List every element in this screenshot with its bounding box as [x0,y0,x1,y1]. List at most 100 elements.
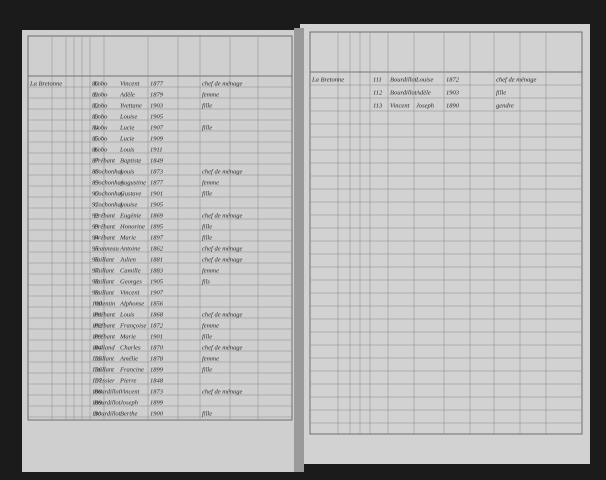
cell-surname: Lobo [93,80,108,87]
cell-surname: Bourdillot [390,89,417,96]
cell-year: 1903 [150,102,164,109]
cell-given: Vincent [120,289,140,296]
cell-surname: Lobo [93,113,108,120]
cell-surname: Prébant [93,322,115,329]
cell-no: 83 [92,113,99,120]
cell-no: 91 [92,201,99,208]
place-name: La Bretonne [311,76,344,83]
cell-given: Francine [119,366,144,373]
cell-given: Baptiste [120,157,141,164]
cell-surname: Bourdillot [94,399,121,406]
cell-no: 97 [92,267,99,274]
cell-year: 1907 [150,289,164,296]
cell-surname: Prébant [93,234,115,241]
cell-given: Antoine [119,245,140,252]
cell-role: fille [202,223,212,230]
cell-surname: Taillant [94,289,114,296]
cell-no: 113 [373,102,383,109]
cell-given: Augustine [119,179,146,186]
cell-no: 90 [92,190,99,197]
cell-surname: Tressier [94,377,115,384]
cell-role: fille [202,410,212,417]
cell-year: 1878 [150,355,164,362]
cell-role: chef de ménage [202,388,243,395]
cell-role: chef de ménage [202,311,243,318]
cell-role: fille [202,333,212,340]
cell-no: 82 [92,102,99,109]
cell-given: Adèle [415,89,431,96]
cell-year: 1849 [150,157,164,164]
cell-year: 1909 [150,135,164,142]
cell-surname: Prébant [93,223,115,230]
cell-no: 106 [92,366,103,373]
cell-no: 94 [92,234,99,241]
cell-role: fille [202,124,212,131]
cell-surname: Vincent [390,102,410,109]
cell-surname: Lobo [93,102,108,109]
cell-role: femme [202,91,219,98]
cell-given: Berthe [120,410,137,417]
cell-no: 81 [92,91,99,98]
cell-surname: Rolland [93,344,115,351]
cell-no: 112 [373,89,383,96]
cell-surname: Lobo [93,91,108,98]
cell-no: 104 [92,344,103,351]
cell-year: 1900 [150,410,164,417]
cell-given: Honorine [119,223,145,230]
cell-surname: Prébant [93,333,115,340]
cell-surname: Lobo [93,146,108,153]
cell-no: 103 [92,333,103,340]
cell-year: 1848 [150,377,164,384]
cell-year: 1856 [150,300,164,307]
cell-role: femme [202,322,219,329]
cell-role: chef de ménage [496,76,537,83]
cell-surname: Valentin [94,300,115,307]
cell-given: Louise [119,113,137,120]
cell-no: 107 [92,377,103,384]
cell-given: Louis [119,311,135,318]
cell-given: Françoise [119,322,146,329]
cell-given: Julien [120,256,136,263]
cell-given: Adèle [119,91,135,98]
right-table [309,31,583,435]
cell-no: 92 [92,212,99,219]
cell-no: 110 [92,410,102,417]
cell-role: fille [202,102,212,109]
cell-given: Louise [415,76,433,83]
left-sheet [22,30,298,472]
cell-year: 1869 [150,212,164,219]
cell-year: 1911 [150,146,163,153]
cell-role: femme [202,355,219,362]
cell-no: 101 [92,311,102,318]
cell-no: 87 [92,157,99,164]
cell-role: chef de ménage [202,212,243,219]
left-table [27,35,293,421]
cell-given: Marie [119,333,136,340]
cell-year: 1877 [150,179,164,186]
cell-given: Lucie [119,135,135,142]
cell-year: 1905 [150,201,164,208]
cell-role: gendre [496,102,514,109]
cell-no: 96 [92,256,99,263]
cell-no: 109 [92,399,103,406]
cell-year: 1899 [150,366,164,373]
cell-given: Louis [119,146,135,153]
cell-no: 98 [92,278,99,285]
cell-no: 89 [92,179,99,186]
cell-surname: Taillant [94,256,114,263]
cell-surname: Prébant [93,212,115,219]
cell-given: Yvettane [120,102,142,109]
cell-no: 93 [92,223,99,230]
cell-year: 1905 [150,113,164,120]
cell-surname: Jeanneau [94,245,120,252]
binding [294,28,304,472]
cell-no: 100 [92,300,103,307]
cell-role: chef de ménage [202,245,243,252]
cell-role: femme [202,179,219,186]
cell-surname: Prébant [93,311,115,318]
cell-surname: Taillant [94,355,114,362]
cell-year: 1890 [446,102,460,109]
cell-given: Louise [119,201,137,208]
cell-role: fille [202,234,212,241]
